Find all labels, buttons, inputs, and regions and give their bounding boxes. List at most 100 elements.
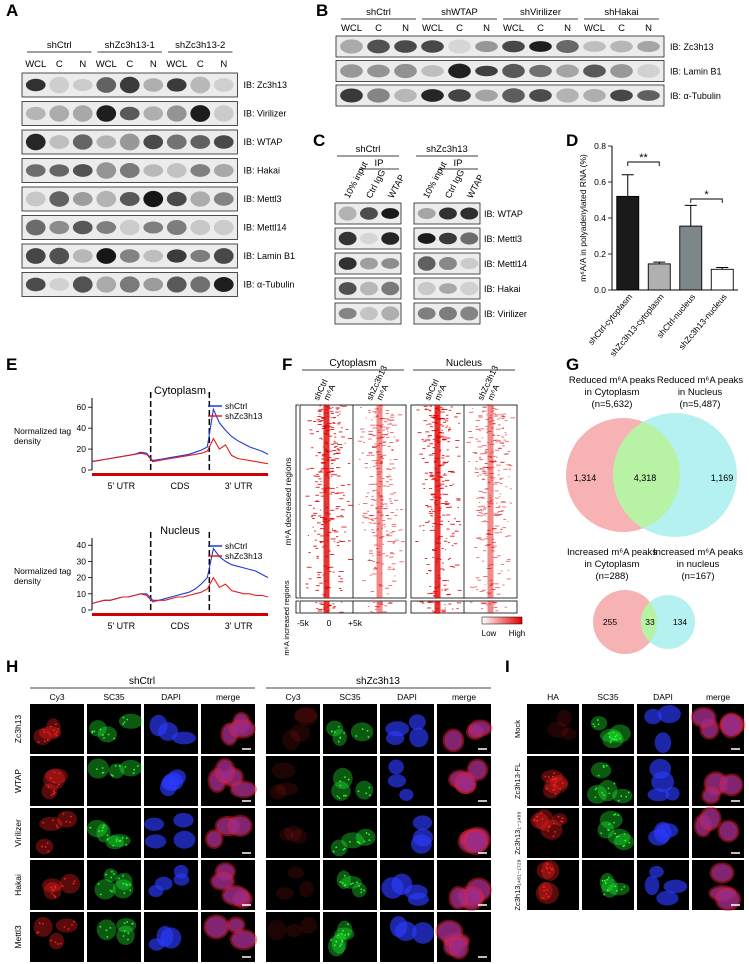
cell — [173, 830, 196, 849]
heatmap-pixel — [502, 584, 505, 586]
heatmap-pixel — [385, 476, 388, 477]
heatmap-pixel — [504, 431, 507, 433]
heatmap-pixel — [489, 473, 494, 474]
channel-label: merge — [706, 692, 730, 702]
bar — [679, 225, 703, 291]
heatmap-pixel — [378, 481, 383, 483]
heatmap-pixel — [508, 468, 511, 470]
cell — [203, 914, 230, 940]
heatmap-pixel — [382, 523, 386, 525]
heatmap-pixel — [375, 608, 377, 610]
speckle — [38, 922, 41, 925]
cell — [355, 780, 374, 800]
blot-band — [417, 208, 436, 219]
blot-band — [213, 277, 234, 292]
heatmap-pixel — [448, 557, 451, 559]
heatmap-pixel — [385, 428, 389, 430]
heatmap-pixel — [444, 604, 446, 606]
heatmap-pixel — [377, 431, 381, 433]
heatmap-pixel — [371, 532, 376, 533]
heatmap-pixel — [306, 587, 309, 589]
heatmap-pixel — [429, 475, 435, 476]
heatmap-pixel — [382, 426, 386, 428]
speckle — [106, 935, 109, 938]
blot-band — [340, 39, 363, 54]
blot-band — [381, 208, 400, 219]
heatmap-pixel — [484, 545, 490, 546]
heatmap-pixel — [456, 499, 461, 501]
heatmap-pixel — [389, 442, 394, 443]
speckle — [105, 873, 107, 876]
speckle — [361, 728, 364, 731]
cell — [412, 815, 433, 831]
heatmap-pixel — [428, 439, 431, 441]
blot-band — [637, 64, 660, 78]
heatmap-pixel — [341, 492, 344, 494]
heatmap-pixel — [370, 611, 373, 613]
blot-band — [72, 249, 93, 263]
heatmap-pixel — [327, 471, 332, 473]
blot-band — [143, 164, 164, 177]
cell — [355, 828, 376, 846]
heatmap-pixel — [437, 476, 443, 478]
heatmap-pixel — [435, 438, 440, 440]
channel-label: DAPI — [397, 692, 417, 702]
heatmap-pixel — [371, 460, 373, 462]
heatmap-pixel — [479, 474, 482, 476]
heatmap-pixel — [489, 499, 492, 501]
heatmap-pixel — [324, 545, 326, 547]
heatmap-pixel — [498, 448, 502, 450]
speckle — [615, 738, 618, 741]
heatmap-pixel — [399, 561, 404, 563]
cell — [331, 932, 347, 954]
panel-label: C — [313, 131, 325, 150]
speckle — [46, 739, 49, 742]
speckle — [127, 932, 130, 935]
speckle — [541, 869, 543, 872]
speckle — [106, 838, 109, 841]
speckle — [551, 868, 554, 871]
speckle — [332, 850, 335, 853]
heatmap-pixel — [348, 540, 351, 542]
set-title: in Nucleus — [678, 387, 723, 398]
heatmap-pixel — [387, 535, 392, 537]
blot-band — [394, 40, 417, 53]
heatmap-pixel — [314, 539, 317, 541]
heatmap-pixel — [382, 429, 386, 431]
heatmap-pixel — [339, 498, 344, 500]
speckle — [333, 944, 336, 947]
speckle — [365, 832, 368, 834]
blot — [334, 302, 402, 325]
blot-band — [166, 276, 187, 293]
heatmap-pixel — [306, 566, 312, 568]
heatmap-pixel — [485, 463, 487, 465]
heatmap-pixel — [375, 451, 380, 453]
heatmap-pixel — [492, 434, 495, 436]
heatmap-pixel — [497, 424, 501, 426]
speckle — [69, 815, 72, 818]
speckle — [350, 883, 352, 885]
heatmap-pixel — [389, 479, 393, 481]
heatmap-pixel — [494, 439, 499, 441]
speckle — [594, 796, 597, 799]
heatmap-pixel — [434, 467, 438, 469]
heatmap-pixel — [484, 583, 486, 585]
heatmap-pixel — [505, 536, 508, 537]
cell — [435, 919, 464, 943]
lane-label: C — [56, 59, 63, 70]
heatmap-pixel — [476, 537, 482, 539]
speckle — [603, 893, 606, 896]
heatmap-pixel — [444, 588, 449, 590]
heatmap-pixel — [455, 440, 460, 441]
heatmap-pixel — [494, 460, 497, 462]
heatmap-pixel — [502, 527, 506, 529]
heatmap-pixel — [338, 540, 341, 542]
heatmap-pixel — [331, 407, 334, 409]
heatmap-pixel — [382, 553, 385, 555]
speckle — [542, 886, 545, 888]
speckle — [58, 772, 61, 775]
heatmap-pixel — [327, 567, 331, 568]
cell — [228, 719, 256, 739]
heatmap-pixel — [494, 513, 498, 515]
heatmap-pixel — [417, 601, 419, 602]
